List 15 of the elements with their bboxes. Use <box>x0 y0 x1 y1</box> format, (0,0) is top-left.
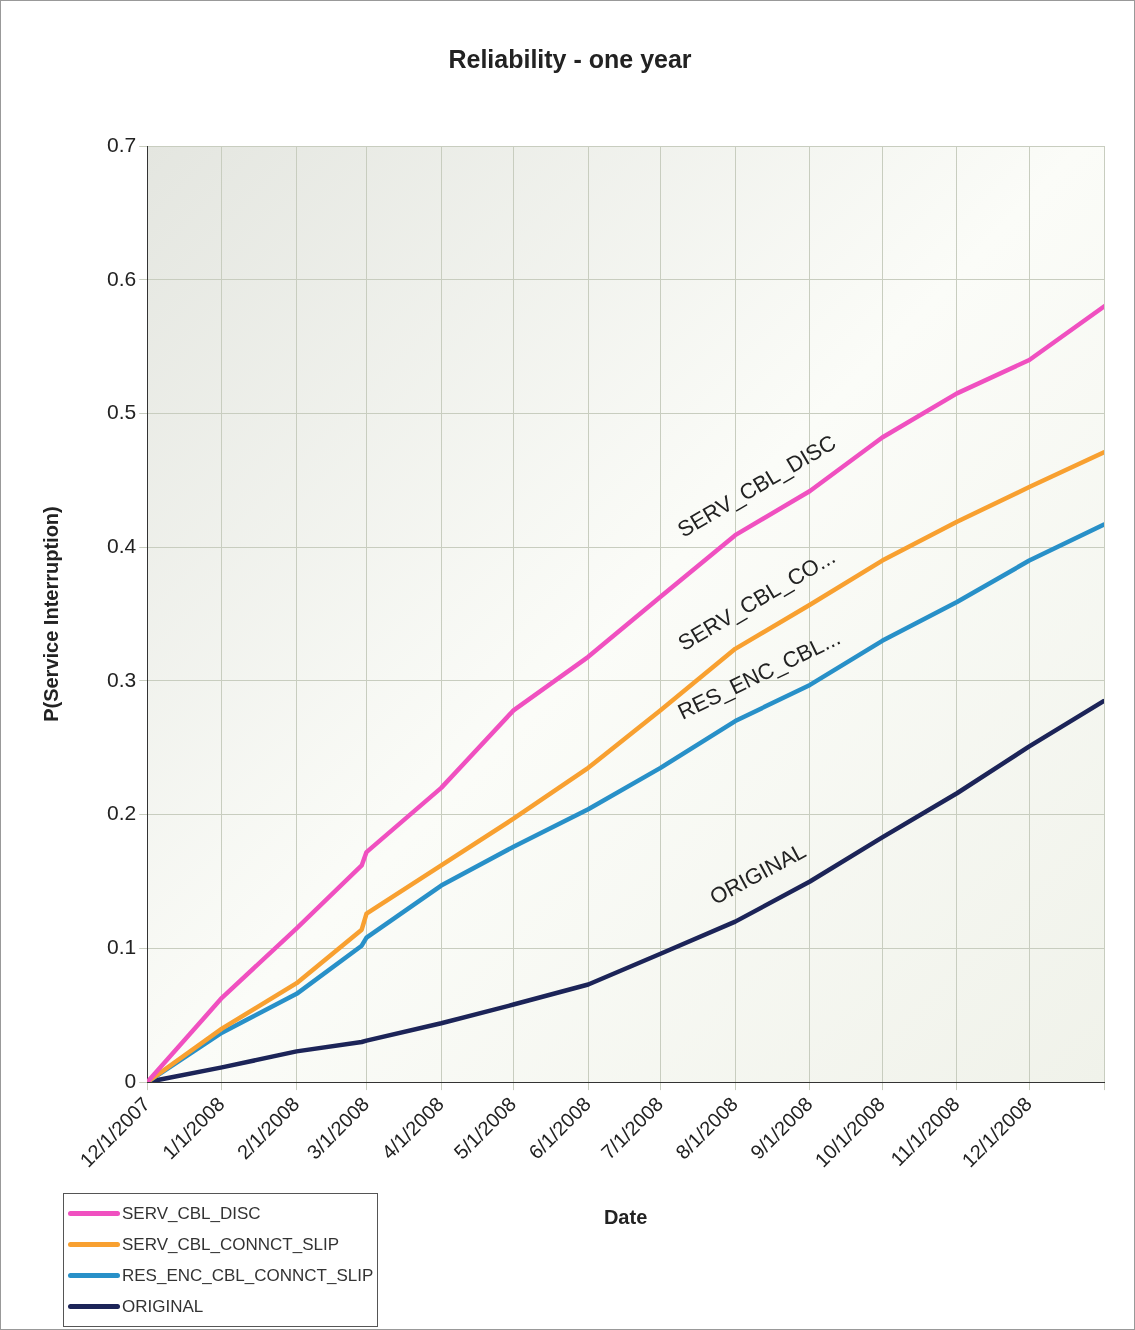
y-tick-label: 0.4 <box>106 533 137 557</box>
legend-label: SERV_CBL_CONNCT_SLIP <box>122 1234 339 1255</box>
y-tick-label: 0.2 <box>106 801 137 825</box>
legend-label: SERV_CBL_DISC <box>122 1203 261 1224</box>
y-tick-label: 0.7 <box>106 132 137 156</box>
x-axis-title: Date <box>603 1205 648 1228</box>
y-tick-label: 0 <box>124 1068 137 1092</box>
chart-title: Reliability - one year <box>448 44 692 73</box>
y-tick-label: 0.5 <box>106 400 137 424</box>
y-tick-label: 0.3 <box>106 667 137 691</box>
y-axis-title: P(Service Interruption) <box>39 506 62 722</box>
y-tick-label: 0.6 <box>106 266 137 290</box>
legend-label: RES_ENC_CBL_CONNCT_SLIP <box>122 1265 374 1286</box>
y-tick-label: 0.1 <box>106 935 137 959</box>
legend-label: ORIGINAL <box>122 1296 204 1317</box>
